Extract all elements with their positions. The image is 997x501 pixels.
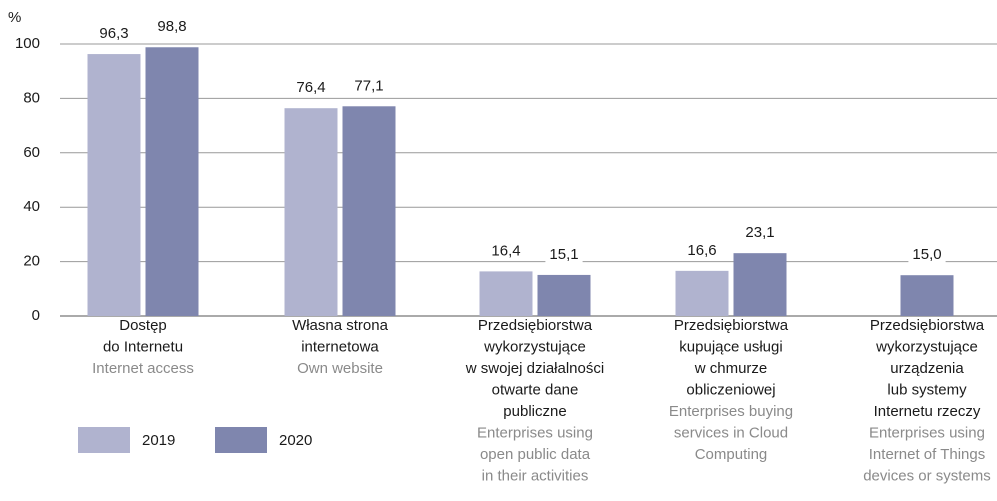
y-tick-label: 100	[15, 35, 40, 52]
x-tick-label-en: Enterprises using	[869, 424, 985, 441]
y-tick-label: 80	[23, 89, 40, 106]
x-tick-label-en: open public data	[480, 446, 591, 463]
x-tick-label: lub systemy	[887, 381, 967, 398]
legend-label: 2019	[142, 432, 175, 449]
value-label-bg	[153, 18, 191, 37]
bar	[87, 54, 141, 317]
value-label-bg	[350, 77, 388, 96]
x-tick-label-en: in their activities	[482, 467, 589, 484]
value-label-bg	[545, 245, 583, 264]
bar	[900, 275, 954, 316]
x-tick-label: Przedsiębiorstwa	[674, 317, 789, 334]
y-axis-label: %	[8, 9, 21, 26]
value-label: 16,4	[491, 242, 520, 259]
x-tick-label: urządzenia	[890, 360, 964, 377]
value-label: 96,3	[99, 25, 128, 42]
bar	[284, 108, 338, 316]
value-label-bg	[292, 79, 330, 98]
value-label: 23,1	[745, 224, 774, 241]
bar	[537, 274, 591, 316]
x-tick-label: w swojej działalności	[465, 360, 604, 377]
x-tick-label: Własna strona	[292, 317, 389, 334]
bar	[145, 47, 199, 316]
value-label-bg	[95, 25, 133, 44]
bar	[479, 271, 533, 316]
y-tick-label: 40	[23, 198, 40, 215]
value-label: 15,0	[912, 246, 941, 263]
value-label: 16,6	[687, 242, 716, 259]
x-tick-label-en: Enterprises buying	[669, 403, 793, 420]
x-tick-label-en: Internet access	[92, 360, 194, 377]
x-tick-label-en: services in Cloud	[674, 424, 788, 441]
value-label-bg	[683, 241, 721, 260]
bar	[342, 106, 396, 317]
value-label: 15,1	[549, 246, 578, 263]
bar	[675, 270, 729, 316]
legend-swatch	[215, 427, 267, 453]
x-tick-label: otwarte dane	[492, 381, 579, 398]
y-tick-label: 60	[23, 144, 40, 161]
value-label-bg	[741, 224, 779, 243]
y-tick-label: 20	[23, 253, 40, 270]
bar	[733, 253, 787, 316]
x-tick-label: w chmurze	[694, 360, 768, 377]
value-label: 77,1	[354, 77, 383, 94]
legend-label: 2020	[279, 432, 312, 449]
x-tick-label: wykorzystujące	[875, 338, 978, 355]
x-tick-label: Przedsiębiorstwa	[870, 317, 985, 334]
x-tick-label-en: Own website	[297, 360, 383, 377]
x-tick-label: Dostęp	[119, 317, 167, 334]
x-tick-label: publiczne	[503, 403, 566, 420]
x-tick-label-en: Computing	[695, 446, 768, 463]
legend-swatch	[78, 427, 130, 453]
x-tick-label: obliczeniowej	[686, 381, 775, 398]
x-tick-label-en: devices or systems	[863, 467, 991, 484]
x-tick-label: internetowa	[301, 338, 379, 355]
x-tick-label: Internetu rzeczy	[874, 403, 981, 420]
x-tick-label: do Internetu	[103, 338, 183, 355]
value-label-bg	[487, 242, 525, 261]
x-tick-label-en: Internet of Things	[869, 446, 985, 463]
x-tick-label: Przedsiębiorstwa	[478, 317, 593, 334]
value-label-bg	[908, 246, 946, 265]
x-tick-label-en: Enterprises using	[477, 424, 593, 441]
value-label: 76,4	[296, 79, 325, 96]
y-tick-label: 0	[32, 307, 40, 324]
x-tick-label: kupujące usługi	[679, 338, 782, 355]
value-label: 98,8	[157, 18, 186, 35]
x-tick-label: wykorzystujące	[483, 338, 586, 355]
